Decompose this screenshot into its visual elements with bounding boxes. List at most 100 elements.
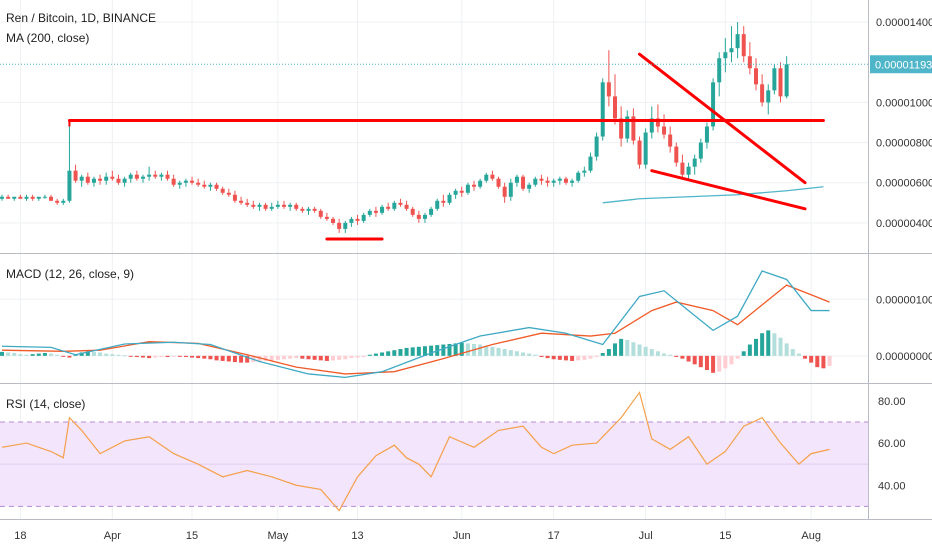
candle-body-35[interactable]	[214, 184, 219, 189]
candle-body-126[interactable]	[772, 68, 777, 91]
candle-body-101[interactable]	[619, 118, 624, 139]
candle-body-14[interactable]	[85, 176, 90, 183]
candle-body-54[interactable]	[331, 218, 336, 223]
candle-body-95[interactable]	[582, 170, 587, 173]
candle-body-26[interactable]	[159, 174, 164, 177]
candle-body-20[interactable]	[122, 178, 127, 183]
candle-body-84[interactable]	[514, 176, 519, 183]
candle-body-80[interactable]	[490, 174, 495, 179]
candle-body-107[interactable]	[655, 118, 660, 127]
candle-body-106[interactable]	[649, 118, 654, 133]
candle-body-22[interactable]	[134, 174, 139, 179]
candle-body-73[interactable]	[447, 194, 452, 203]
candle-body-128[interactable]	[784, 64, 789, 97]
candle-body-23[interactable]	[140, 176, 145, 179]
candle-body-75[interactable]	[459, 190, 464, 193]
candle-body-10[interactable]	[61, 200, 66, 203]
candle-body-53[interactable]	[324, 216, 329, 219]
candle-body-24[interactable]	[147, 174, 152, 177]
candle-body-0[interactable]	[0, 196, 4, 199]
candle-body-17[interactable]	[104, 176, 109, 181]
candle-body-103[interactable]	[631, 116, 636, 141]
candle-body-81[interactable]	[496, 178, 501, 187]
candle-body-61[interactable]	[373, 210, 378, 213]
candle-body-124[interactable]	[760, 84, 765, 103]
candle-body-96[interactable]	[588, 156, 593, 171]
candle-body-123[interactable]	[753, 68, 758, 85]
candle-body-99[interactable]	[606, 82, 611, 97]
candle-body-105[interactable]	[643, 132, 648, 165]
candle-body-125[interactable]	[766, 90, 771, 103]
candle-body-4[interactable]	[24, 196, 29, 199]
candle-body-94[interactable]	[576, 172, 581, 181]
candle-body-118[interactable]	[723, 52, 728, 59]
candle-body-44[interactable]	[269, 206, 274, 209]
candle-body-13[interactable]	[79, 176, 84, 181]
candle-body-37[interactable]	[226, 192, 231, 195]
candle-body-71[interactable]	[435, 200, 440, 209]
candle-body-87[interactable]	[533, 178, 538, 185]
candle-body-7[interactable]	[42, 196, 47, 198]
price-pane[interactable]	[0, 22, 868, 241]
candle-body-68[interactable]	[416, 214, 421, 219]
candle-body-32[interactable]	[196, 182, 201, 185]
candle-body-6[interactable]	[36, 196, 41, 199]
candle-body-121[interactable]	[741, 34, 746, 57]
candle-body-45[interactable]	[275, 204, 280, 207]
candle-body-21[interactable]	[128, 174, 133, 179]
candle-body-38[interactable]	[232, 194, 237, 201]
candle-body-110[interactable]	[674, 146, 679, 163]
candle-body-2[interactable]	[12, 196, 17, 199]
candle-body-89[interactable]	[545, 180, 550, 183]
candle-body-72[interactable]	[441, 200, 446, 203]
candle-body-109[interactable]	[668, 134, 673, 147]
candle-body-60[interactable]	[367, 210, 372, 215]
candle-body-28[interactable]	[171, 178, 176, 185]
candle-body-47[interactable]	[288, 204, 293, 207]
candle-body-122[interactable]	[747, 56, 752, 69]
candle-body-46[interactable]	[281, 204, 286, 207]
candle-body-33[interactable]	[202, 184, 207, 187]
candle-body-113[interactable]	[692, 158, 697, 167]
candles[interactable]	[0, 22, 789, 233]
candle-body-102[interactable]	[625, 116, 630, 139]
candle-body-8[interactable]	[49, 196, 54, 201]
macd-pane[interactable]	[0, 270, 832, 378]
candle-body-86[interactable]	[527, 184, 532, 189]
candle-body-52[interactable]	[318, 210, 323, 217]
candle-body-36[interactable]	[220, 188, 225, 193]
candle-body-108[interactable]	[662, 126, 667, 135]
candle-body-112[interactable]	[686, 166, 691, 175]
candle-body-66[interactable]	[404, 204, 409, 209]
candle-body-74[interactable]	[453, 190, 458, 195]
candle-body-91[interactable]	[557, 178, 562, 181]
candle-body-15[interactable]	[91, 178, 96, 183]
candle-body-58[interactable]	[355, 218, 360, 221]
candle-body-12[interactable]	[73, 170, 78, 181]
candle-body-43[interactable]	[263, 204, 268, 209]
candle-body-31[interactable]	[190, 180, 195, 183]
candle-body-127[interactable]	[778, 68, 783, 97]
candle-body-49[interactable]	[300, 208, 305, 211]
candle-body-85[interactable]	[521, 176, 526, 189]
candle-body-83[interactable]	[508, 182, 513, 197]
candle-body-64[interactable]	[392, 202, 397, 209]
candle-body-97[interactable]	[594, 136, 599, 157]
candle-body-3[interactable]	[18, 196, 23, 199]
rsi-pane[interactable]	[0, 391, 868, 512]
candle-body-63[interactable]	[386, 206, 391, 209]
candle-body-48[interactable]	[294, 204, 299, 209]
candle-body-55[interactable]	[337, 222, 342, 229]
candle-body-120[interactable]	[735, 34, 740, 49]
candle-body-62[interactable]	[380, 206, 385, 213]
candle-body-93[interactable]	[570, 180, 575, 183]
candle-body-56[interactable]	[343, 222, 348, 229]
candle-body-90[interactable]	[551, 180, 556, 183]
candle-body-29[interactable]	[177, 182, 182, 185]
trendline-3[interactable]	[650, 169, 807, 211]
candle-body-40[interactable]	[245, 202, 250, 205]
candle-body-82[interactable]	[502, 186, 507, 197]
candle-body-117[interactable]	[717, 58, 722, 83]
candle-body-25[interactable]	[153, 174, 158, 177]
candle-body-111[interactable]	[680, 162, 685, 175]
